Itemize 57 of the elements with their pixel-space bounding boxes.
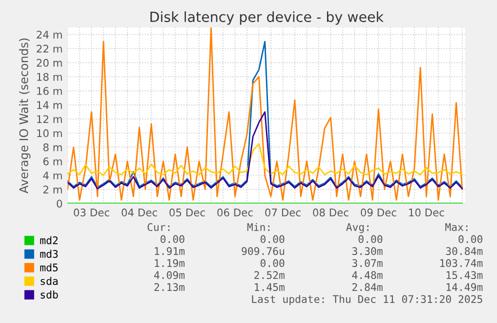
legend-label: sdb	[40, 290, 58, 299]
text: 1.45m	[254, 283, 285, 292]
text: 0.00	[260, 259, 284, 268]
text: 3.07m	[352, 259, 383, 268]
y-tick-label: 2 m	[43, 186, 62, 194]
x-tick-label: 08 Dec	[312, 208, 348, 216]
y-tick-label: 16 m	[37, 87, 62, 95]
text: 103.74m	[440, 259, 483, 268]
text: 4.48m	[352, 271, 383, 280]
y-tick-label: 4 m	[43, 172, 62, 180]
text: Max:	[445, 223, 468, 232]
legend-label: md5	[40, 263, 58, 272]
x-tick-label: 10 Dec	[409, 208, 444, 216]
text: 2.84m	[352, 283, 383, 292]
text: Cur:	[148, 223, 170, 232]
x-tick-label: 06 Dec	[217, 208, 253, 216]
line-series	[68, 27, 463, 201]
y-tick-label: 14 m	[37, 101, 62, 109]
text: 1.19m	[154, 259, 185, 268]
text: Avg:	[346, 223, 368, 234]
x-tick-label: 09 Dec	[360, 208, 396, 216]
legend-label: md2	[40, 236, 58, 244]
text: 0.00	[458, 235, 482, 244]
y-tick-label: 12 m	[37, 115, 62, 123]
line-series	[68, 111, 463, 190]
x-tick-label: 05 Dec	[169, 208, 205, 216]
x-tick-label: 07 Dec	[265, 208, 301, 216]
y-tick-label: 18 m	[37, 72, 62, 81]
x-tick-label: 04 Dec	[122, 208, 158, 216]
legend-label: sda	[40, 276, 58, 285]
y-tick-label: 10 m	[37, 129, 62, 138]
text: 14.49m	[446, 283, 483, 292]
x-tick-label: 03 Dec	[74, 208, 110, 216]
text: Min:	[247, 222, 270, 231]
legend-label: md3	[40, 250, 58, 258]
text: 30.84m	[446, 247, 483, 256]
text: 15.43m	[446, 271, 483, 280]
chart-title: Disk latency per device - by week	[150, 11, 384, 25]
y-axis-title: Average IO Wait (seconds)	[19, 38, 30, 194]
y-tick-label: 6 m	[43, 157, 62, 166]
y-tick-label: 24 m	[36, 30, 62, 38]
y-tick-label: 22 m	[36, 44, 62, 53]
line-series	[68, 40, 463, 188]
text: 2.52m	[254, 271, 285, 280]
text: 909.76u	[242, 247, 284, 256]
text: 0.00	[160, 235, 184, 244]
text: 3.30m	[352, 247, 383, 256]
text: 2.13m	[154, 283, 185, 292]
text: 0.00	[358, 235, 382, 244]
text: 0.00	[260, 235, 284, 244]
text: 4.09m	[154, 271, 185, 280]
text: 1.91m	[154, 247, 185, 256]
line-series	[68, 142, 463, 176]
y-tick-label: 0	[56, 200, 62, 208]
text: Last update: Thu Dec 11 07:31:20 2025	[252, 294, 482, 306]
y-tick-label: 20 m	[36, 58, 62, 67]
y-tick-label: 8 m	[43, 143, 62, 152]
